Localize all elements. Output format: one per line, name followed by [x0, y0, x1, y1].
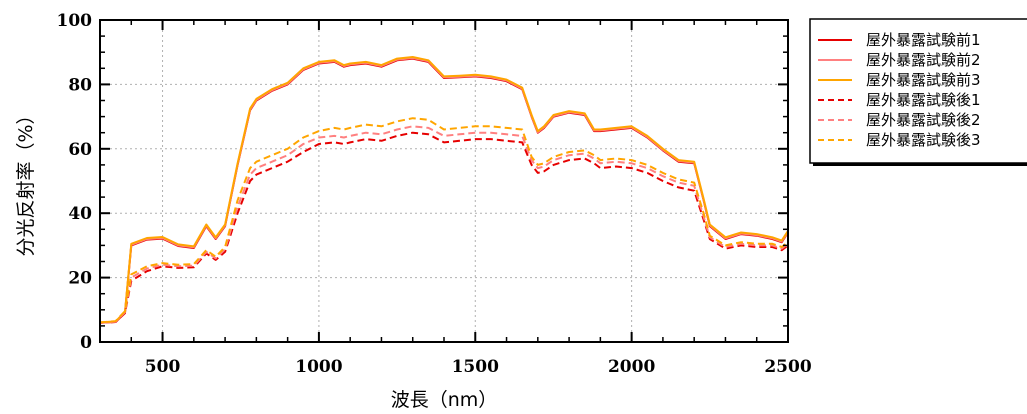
grid — [100, 20, 788, 342]
y-axis-title: 分光反射率（%） — [15, 105, 37, 256]
legend-label-1: 屋外暴露試験前1 — [866, 31, 981, 49]
x-tick-label: 1500 — [452, 357, 499, 377]
series-line-3 — [99, 56, 789, 324]
legend-label-5: 屋外暴露試験後2 — [866, 111, 981, 129]
x-tick-label: 1000 — [295, 357, 342, 377]
y-tick-label: 80 — [68, 75, 92, 95]
y-tick-label: 60 — [68, 140, 92, 160]
y-tick-label: 20 — [68, 269, 92, 289]
x-tick-label: 500 — [145, 357, 181, 377]
series-layer — [99, 56, 789, 324]
legend-box — [809, 18, 1027, 164]
x-tick-label: 2000 — [608, 357, 655, 377]
series-line-4 — [99, 131, 789, 324]
series-line-1 — [99, 57, 789, 324]
y-tick-label: 0 — [80, 333, 92, 353]
tick-labels: 500 1000 1500 2000 2500 0 20 40 60 80 100 — [57, 11, 812, 377]
series-line-2 — [99, 57, 789, 324]
y-tick-label: 100 — [57, 11, 93, 31]
legend-label-2: 屋外暴露試験前2 — [866, 51, 981, 69]
series-line-6 — [99, 117, 789, 324]
y-tick-label: 40 — [68, 204, 92, 224]
legend: 屋外暴露試験前1 屋外暴露試験前2 屋外暴露試験前3 屋外暴露試験後1 屋外暴露試験後2… — [809, 18, 1027, 166]
x-tick-label: 2500 — [764, 357, 811, 377]
legend-label-3: 屋外暴露試験前3 — [866, 71, 981, 89]
series-line-5 — [99, 125, 789, 324]
x-axis-title: 波長（nm） — [391, 389, 498, 411]
legend-label-6: 屋外暴露試験後3 — [866, 131, 981, 149]
ticks — [100, 19, 789, 343]
legend-label-4: 屋外暴露試験後1 — [866, 91, 981, 109]
